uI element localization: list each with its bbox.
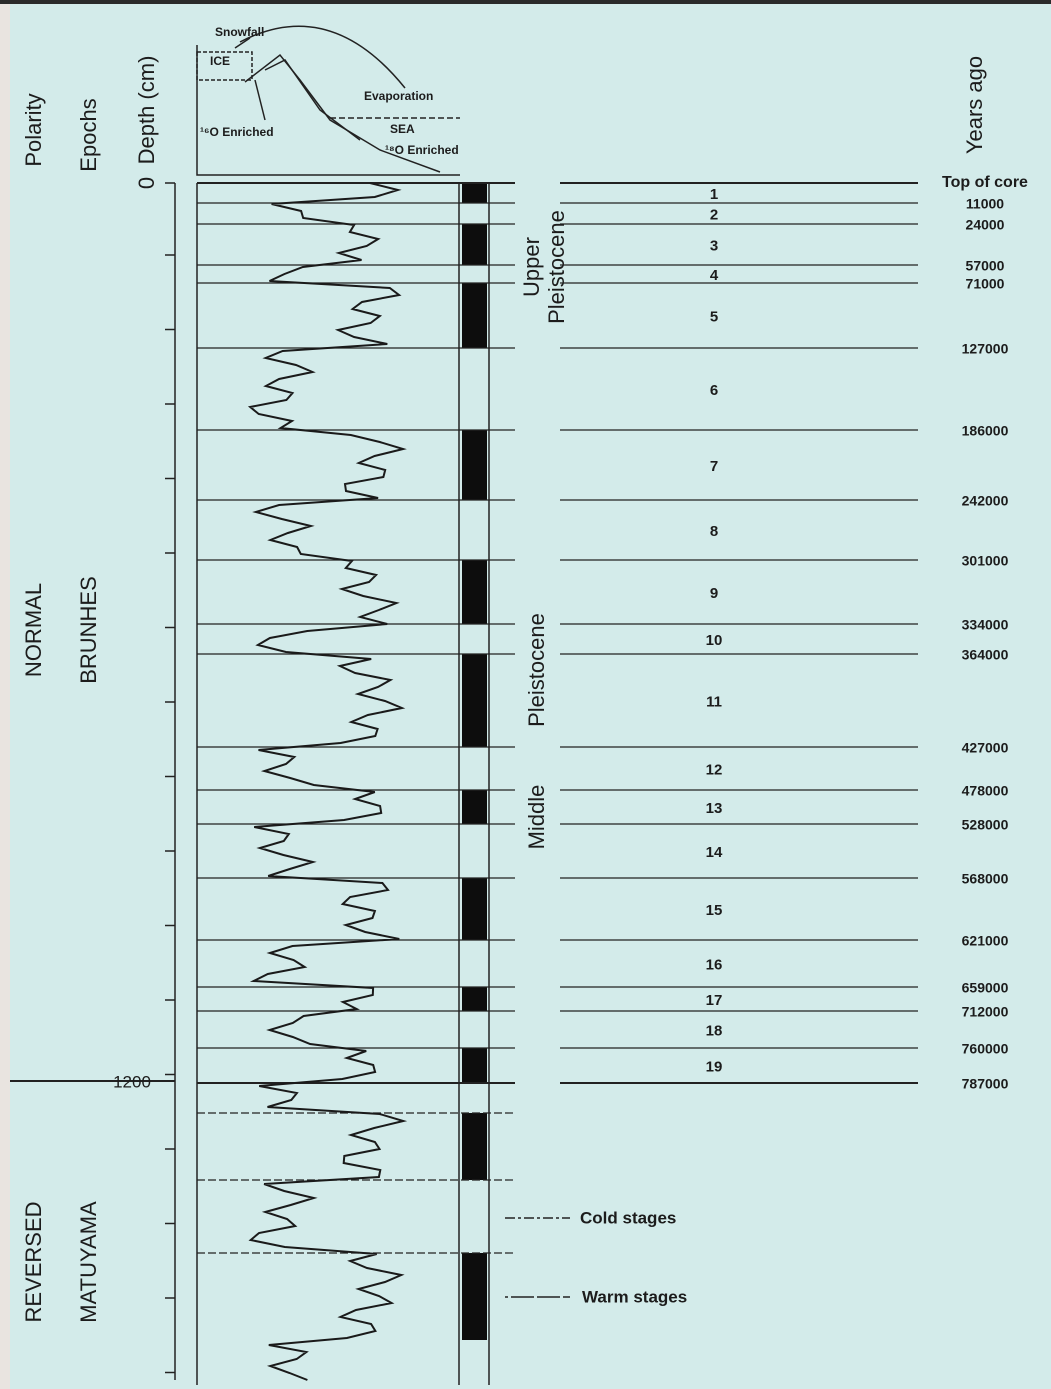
polarity-label: NORMAL [21,583,46,677]
stage-number: 7 [710,458,718,475]
core-warm-segment [462,224,487,265]
series-label: Middle [524,785,549,850]
age-label: 301000 [962,553,1009,569]
core-warm-segment [462,878,487,940]
polarity-header: Polarity [21,93,46,166]
age-label: 57000 [966,258,1005,274]
depth-header: Depth (cm) [134,56,159,165]
stage-number: 14 [706,844,723,861]
series-label: Pleistocene [544,210,569,324]
age-label: 11000 [966,196,1004,212]
core-warm-segment [462,430,487,500]
age-label: 478000 [962,783,1009,799]
years-header: Years ago [962,56,987,154]
age-label: 24000 [966,217,1005,233]
inset-label: Evaporation [364,89,433,103]
series-label: Upper [519,237,544,297]
age-label: 427000 [962,740,1009,756]
stage-number: 6 [710,382,718,399]
stage-number: 13 [706,800,723,817]
stage-number: 12 [706,761,723,778]
stage-number: 9 [710,585,718,602]
core-warm-segment [462,987,487,1011]
age-label: 760000 [962,1041,1009,1057]
core-warm-segment [462,654,487,747]
depth-label: 0 [134,177,159,189]
stage-number: 8 [710,523,718,540]
stage-number: 2 [710,206,718,223]
inset-label: Snowfall [215,25,264,39]
inset-label: ¹⁸O Enriched [385,143,459,157]
core-warm-segment [462,1113,487,1180]
age-label: Top of core [942,174,1028,191]
stage-number: 16 [706,956,723,973]
age-label: 787000 [962,1076,1009,1092]
age-label: 71000 [966,276,1005,292]
stage-number: 5 [710,308,718,325]
legend-label: Warm stages [582,1287,687,1306]
age-label: 621000 [962,933,1009,949]
age-label: 334000 [962,617,1009,633]
stage-number: 19 [706,1058,723,1075]
inset [196,25,460,176]
age-label: 568000 [962,871,1009,887]
epochs-header: Epochs [76,98,101,171]
age-label: 528000 [962,817,1009,833]
polarity-label: REVERSED [21,1201,46,1322]
age-label: 186000 [962,423,1009,439]
stage-number: 15 [706,902,723,919]
age-label: 242000 [962,493,1009,509]
stage-number: 3 [710,237,718,254]
stage-number: 1 [710,186,718,203]
stage-number: 4 [710,267,719,284]
isotope-curve [247,182,408,1381]
core-warm-segment [462,1048,487,1083]
age-label: 712000 [962,1004,1009,1020]
legend-label: Cold stages [580,1208,676,1227]
age-label: 364000 [962,647,1009,663]
inset-label: ICE [210,54,230,68]
age-label: 659000 [962,980,1009,996]
core-warm-segment [462,790,487,824]
core-warm-segment [462,283,487,348]
epoch-label: BRUNHES [76,576,101,684]
age-label: 127000 [962,341,1009,357]
top-strip [0,0,1051,4]
depth-label: 1200 [113,1072,151,1091]
inset-label: SEA [390,122,415,136]
core-warm-segment [462,560,487,624]
page-edge [0,4,10,1389]
core-warm-segment [462,1253,487,1340]
stage-number: 17 [706,992,723,1009]
stage-number: 18 [706,1022,723,1039]
inset-label: ¹⁶O Enriched [200,125,274,139]
core-warm-segment [462,183,487,203]
series-label: Pleistocene [524,613,549,727]
epoch-label: MATUYAMA [76,1201,101,1323]
stage-number: 11 [706,693,722,710]
stage-number: 10 [706,632,723,649]
